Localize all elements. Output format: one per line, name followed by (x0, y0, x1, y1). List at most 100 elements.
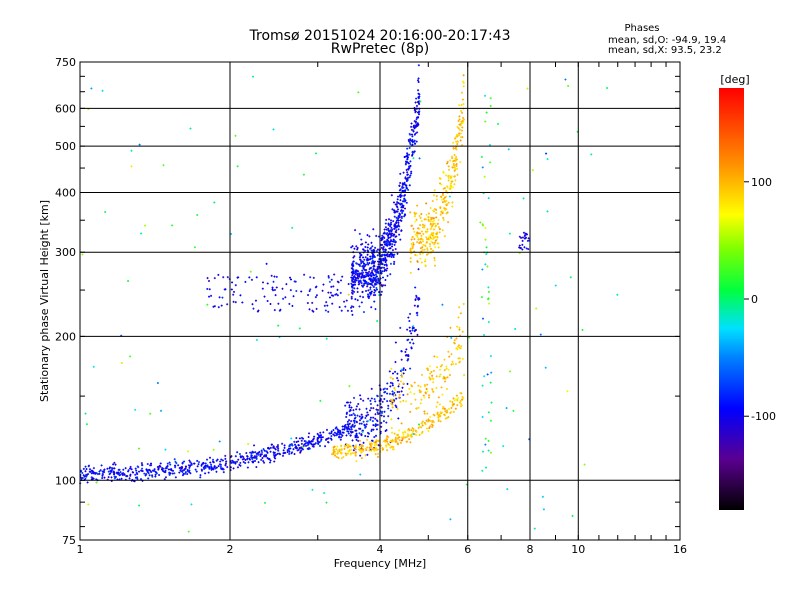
data-point (230, 456, 232, 459)
data-point (355, 273, 357, 276)
chart-title: Tromsø 20151024 20:16:00-20:17:43 (249, 28, 511, 44)
data-point (414, 254, 416, 257)
data-point (308, 432, 310, 435)
data-point (423, 410, 425, 413)
data-point (210, 294, 212, 297)
data-point (159, 465, 161, 468)
data-point (407, 168, 409, 171)
data-point (392, 400, 394, 403)
data-point (424, 384, 426, 387)
data-point (441, 411, 443, 414)
data-point (161, 467, 163, 470)
data-point (374, 260, 376, 263)
data-point (389, 242, 391, 245)
data-point (366, 420, 368, 423)
data-point (306, 441, 308, 444)
data-point (201, 463, 203, 466)
data-point (408, 138, 410, 141)
data-point (416, 407, 418, 410)
data-point (169, 461, 171, 464)
data-point (380, 243, 382, 246)
data-point (284, 446, 286, 449)
data-point (367, 263, 369, 266)
data-point (419, 433, 421, 436)
data-point (415, 429, 417, 432)
data-point (395, 221, 397, 224)
data-point (245, 452, 247, 455)
data-point (369, 277, 371, 280)
data-point (430, 237, 432, 240)
data-point (391, 208, 393, 211)
data-point (401, 436, 403, 439)
data-point (422, 424, 424, 427)
data-point (350, 406, 352, 409)
data-point (362, 285, 364, 288)
data-point (403, 372, 405, 375)
data-point (372, 259, 374, 262)
data-point (406, 168, 408, 171)
data-point (352, 272, 354, 275)
data-point (226, 303, 228, 306)
data-point (409, 441, 411, 444)
data-point (418, 77, 420, 80)
data-point (349, 414, 351, 417)
data-point (158, 467, 160, 470)
data-point (435, 216, 437, 219)
data-point (122, 472, 124, 475)
data-point (383, 259, 385, 262)
data-point (397, 202, 399, 205)
data-point (219, 296, 221, 299)
data-point (375, 276, 377, 279)
data-point (381, 285, 383, 288)
data-point (337, 451, 339, 454)
data-point (389, 244, 391, 247)
data-point (449, 411, 451, 414)
data-point (196, 459, 198, 462)
data-point (416, 104, 418, 107)
data-point (373, 254, 375, 257)
data-point (301, 436, 303, 439)
data-point (390, 252, 392, 255)
data-point (399, 393, 401, 396)
data-point (353, 255, 355, 258)
data-point (167, 462, 169, 465)
data-point (255, 466, 257, 469)
data-point (351, 285, 353, 288)
data-point (303, 445, 305, 448)
data-point (400, 209, 402, 212)
data-point (400, 219, 402, 222)
data-point (441, 364, 443, 367)
data-point (337, 429, 339, 432)
data-point (376, 449, 378, 452)
data-point (278, 452, 280, 455)
data-point (397, 215, 399, 218)
data-point (254, 456, 256, 459)
data-point (407, 433, 409, 436)
data-point (82, 477, 84, 480)
data-point (351, 279, 353, 282)
data-point (438, 419, 440, 422)
data-point (402, 382, 404, 385)
data-point (455, 347, 457, 350)
data-point (127, 470, 129, 473)
data-point (361, 269, 363, 272)
data-point (450, 406, 452, 409)
data-point (374, 270, 376, 273)
data-point (407, 393, 409, 396)
data-point (390, 234, 392, 237)
data-point (382, 257, 384, 260)
data-point (432, 200, 434, 203)
data-point (334, 445, 336, 448)
data-point (407, 359, 409, 362)
data-point (445, 203, 447, 206)
data-point (399, 216, 401, 219)
data-point (430, 370, 432, 373)
data-point (339, 432, 341, 435)
data-point (413, 130, 415, 133)
data-point (331, 430, 333, 433)
data-point (216, 459, 218, 462)
data-point (387, 442, 389, 445)
data-point (418, 93, 420, 96)
data-point (394, 243, 396, 246)
data-point (274, 457, 276, 460)
